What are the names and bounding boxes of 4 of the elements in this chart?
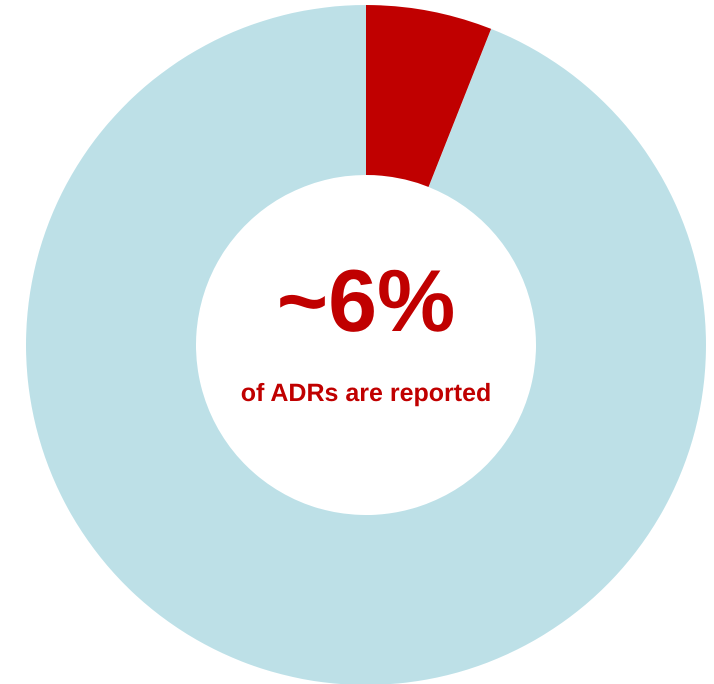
text: ~6% [276, 251, 456, 350]
donut-slice [366, 5, 492, 187]
text: of ADRs are reported [240, 379, 492, 407]
donut-slice [26, 5, 706, 684]
